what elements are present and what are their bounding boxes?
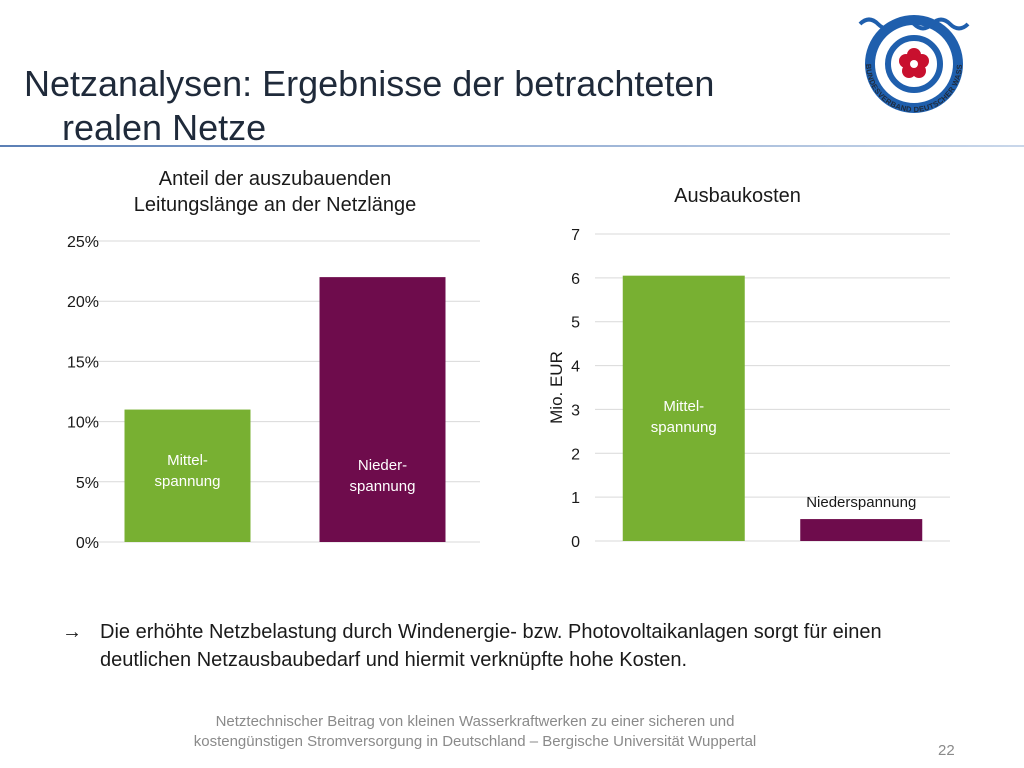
- bar: [622, 275, 745, 541]
- slide-title: Netzanalysen: Ergebnisse der betrachtete…: [24, 62, 824, 150]
- bar: [124, 409, 251, 542]
- bar-category-label: Nieder-spannung: [350, 457, 416, 495]
- bar: [319, 277, 446, 542]
- bar: [800, 519, 923, 541]
- y-tick-label: 0%: [76, 535, 99, 552]
- y-tick-label: 20%: [67, 294, 99, 311]
- footer-line1: Netztechnischer Beitrag von kleinen Wass…: [215, 713, 735, 730]
- slide-title-line2: realen Netze: [62, 107, 267, 148]
- y-tick-label: 4: [571, 359, 580, 376]
- bar-category-label: Mittel-spannung: [155, 452, 221, 490]
- chart-left-title: Anteil der auszubauenden Leitungslänge a…: [50, 166, 500, 218]
- chart-right-plot: 0 1 2 3 4 5 6 7 Mio. EUR Mittel-spannung Niederspa…: [547, 227, 950, 551]
- conclusion-text: Die erhöhte Netzbelastung durch Windener…: [100, 621, 882, 671]
- bdw-logo: BUNDESVERBAND DEUTSCHER WASSERKRAFTWERKE: [850, 4, 970, 114]
- chart-left-plot: 0% 5% 10% 15% 20% 25% Mittel-spannung Nieder-sp…: [67, 234, 480, 552]
- conclusion-bullet: → Die erhöhte Netzbelastung durch Winden…: [62, 618, 962, 674]
- bar-category-label: Mittel-spannung: [651, 398, 717, 436]
- arrow-right-icon: →: [62, 621, 82, 643]
- y-tick-label: 15%: [67, 354, 99, 371]
- y-tick-label: 6: [571, 271, 580, 288]
- page-number: 22: [938, 742, 955, 759]
- slide-title-line1: Netzanalysen: Ergebnisse der betrachtete…: [24, 63, 715, 104]
- y-tick-label: 3: [571, 402, 580, 419]
- y-tick-label: 5: [571, 315, 580, 332]
- y-axis-title: Mio. EUR: [547, 351, 566, 424]
- footer: Netztechnischer Beitrag von kleinen Wass…: [150, 712, 800, 752]
- y-tick-label: 7: [571, 227, 580, 244]
- y-tick-label: 5%: [76, 475, 99, 492]
- title-divider: [0, 145, 1024, 147]
- chart-left-title-line2: Leitungslänge an der Netzlänge: [133, 194, 417, 216]
- y-tick-label: 10%: [67, 415, 99, 432]
- y-tick-label: 0: [571, 534, 580, 551]
- y-tick-label: 1: [571, 490, 580, 507]
- footer-line2: kostengünstigen Stromversorgung in Deuts…: [193, 733, 757, 750]
- y-tick-label: 25%: [67, 234, 99, 251]
- flower-icon: [899, 48, 929, 78]
- chart-costs: Ausbaukosten 0 1 2 3 4 5 6 7 Mio. EUR Mittel-span…: [525, 165, 950, 565]
- bar-category-label: Niederspannung: [806, 494, 916, 511]
- chart-line-share: Anteil der auszubauenden Leitungslänge a…: [50, 160, 500, 560]
- chart-left-title-line1: Anteil der auszubauenden: [158, 168, 392, 190]
- y-tick-label: 2: [571, 446, 580, 463]
- chart-right-title: Ausbaukosten: [674, 185, 801, 207]
